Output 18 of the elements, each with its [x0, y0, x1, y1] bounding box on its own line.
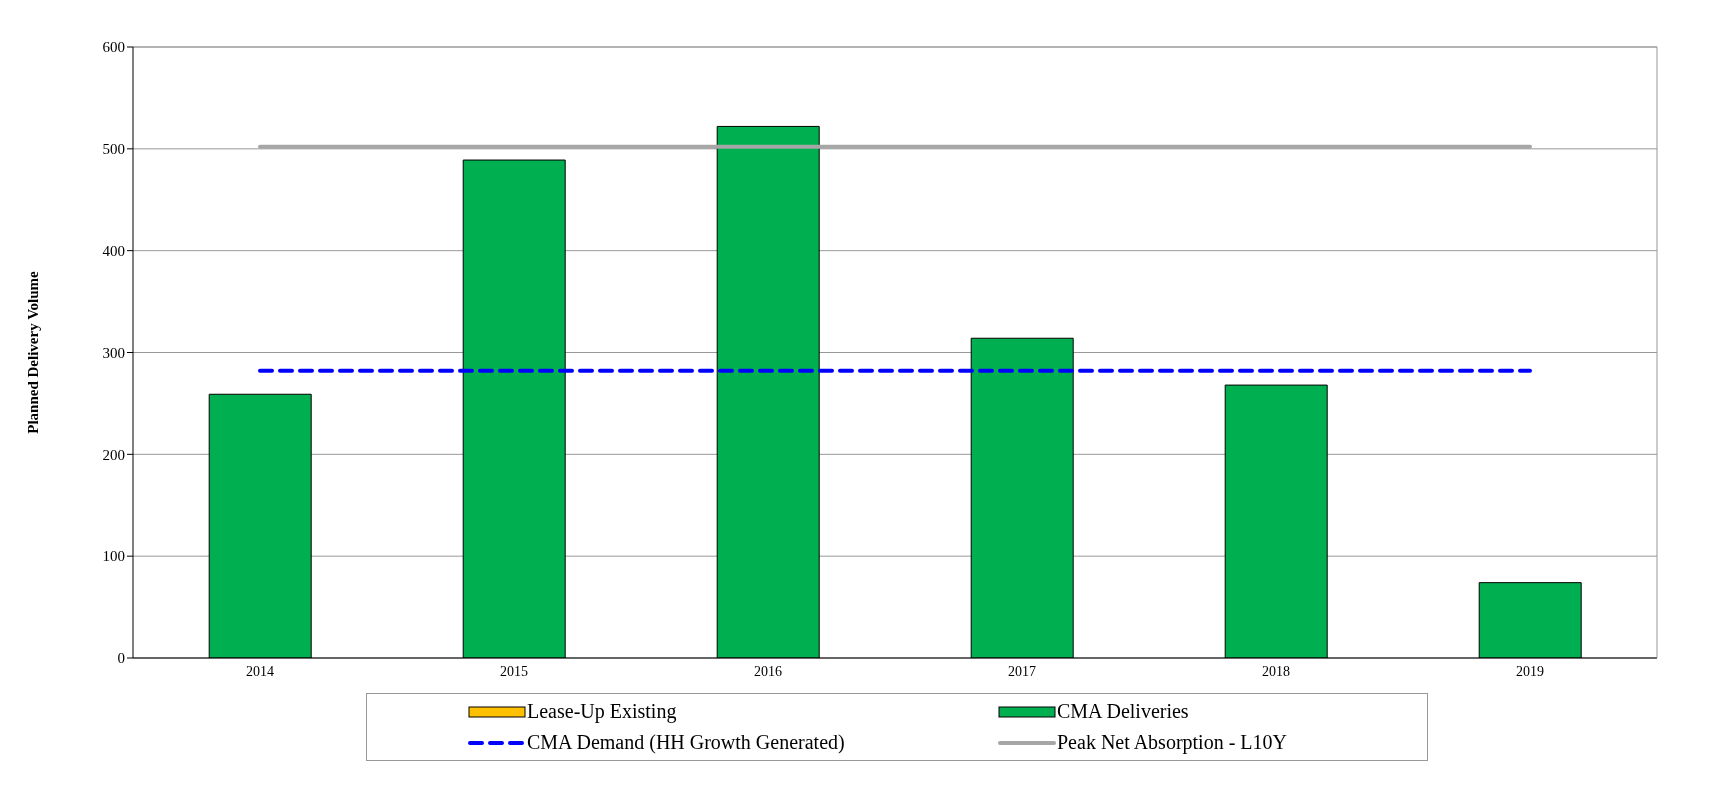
legend-label: Peak Net Absorption - L10Y: [1057, 731, 1287, 754]
x-tick-label: 2014: [246, 663, 274, 679]
y-tick-label: 500: [102, 141, 125, 158]
legend-label: CMA Deliveries: [1057, 700, 1189, 723]
y-tick-label: 0: [117, 650, 125, 667]
y-tick-label: 100: [102, 548, 125, 565]
y-tick-label: 300: [102, 344, 125, 361]
y-tick-label: 400: [102, 242, 125, 259]
legend-label: Lease-Up Existing: [527, 700, 677, 723]
x-tick-label: 2015: [500, 663, 528, 679]
y-tick-label: 200: [102, 446, 125, 463]
y-tick-label: 600: [102, 39, 125, 56]
x-tick-label: 2019: [1516, 663, 1544, 679]
x-tick-label: 2017: [1008, 663, 1036, 679]
x-tick-label: 2018: [1262, 663, 1290, 679]
y-axis-title: Planned Delivery Volume: [25, 270, 42, 434]
x-tick-label: 2016: [754, 663, 782, 679]
legend-label: CMA Demand (HH Growth Generated): [527, 731, 845, 754]
